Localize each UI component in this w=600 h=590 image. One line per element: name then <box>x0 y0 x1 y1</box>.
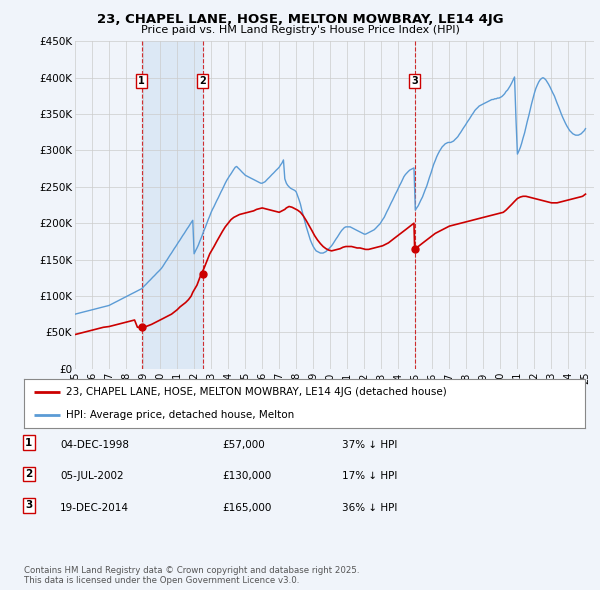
Text: 17% ↓ HPI: 17% ↓ HPI <box>342 471 397 481</box>
Text: £130,000: £130,000 <box>222 471 271 481</box>
Bar <box>142 41 203 369</box>
Text: 23, CHAPEL LANE, HOSE, MELTON MOWBRAY, LE14 4JG: 23, CHAPEL LANE, HOSE, MELTON MOWBRAY, L… <box>97 13 503 26</box>
Text: 23, CHAPEL LANE, HOSE, MELTON MOWBRAY, LE14 4JG (detached house): 23, CHAPEL LANE, HOSE, MELTON MOWBRAY, L… <box>66 388 447 398</box>
Text: Contains HM Land Registry data © Crown copyright and database right 2025.
This d: Contains HM Land Registry data © Crown c… <box>24 566 359 585</box>
Text: 04-DEC-1998: 04-DEC-1998 <box>60 440 129 450</box>
Text: £57,000: £57,000 <box>222 440 265 450</box>
Text: £165,000: £165,000 <box>222 503 271 513</box>
Text: 37% ↓ HPI: 37% ↓ HPI <box>342 440 397 450</box>
Text: 2: 2 <box>25 469 32 479</box>
Text: 2: 2 <box>199 76 206 86</box>
Text: 3: 3 <box>25 500 32 510</box>
Text: 1: 1 <box>139 76 145 86</box>
Text: 19-DEC-2014: 19-DEC-2014 <box>60 503 129 513</box>
Text: Price paid vs. HM Land Registry's House Price Index (HPI): Price paid vs. HM Land Registry's House … <box>140 25 460 35</box>
Text: 3: 3 <box>411 76 418 86</box>
Text: 36% ↓ HPI: 36% ↓ HPI <box>342 503 397 513</box>
Text: HPI: Average price, detached house, Melton: HPI: Average price, detached house, Melt… <box>66 409 295 419</box>
Text: 05-JUL-2002: 05-JUL-2002 <box>60 471 124 481</box>
Text: 1: 1 <box>25 438 32 448</box>
